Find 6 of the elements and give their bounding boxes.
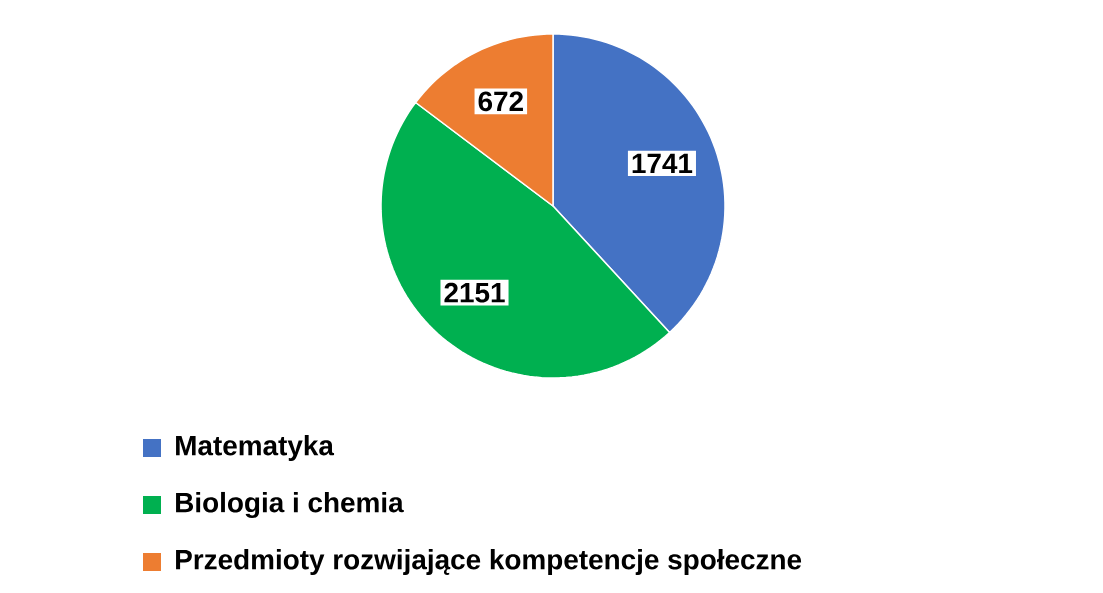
legend-label: Przedmioty rozwijające kompetencje społeczne bbox=[176, 549, 802, 575]
data-label: 2151 bbox=[444, 282, 505, 303]
legend-label: Matematyka bbox=[176, 435, 335, 461]
data-label: 1741 bbox=[632, 153, 693, 174]
data-label: 672 bbox=[478, 91, 523, 112]
legend-label: Biologia i chemia bbox=[176, 491, 404, 519]
